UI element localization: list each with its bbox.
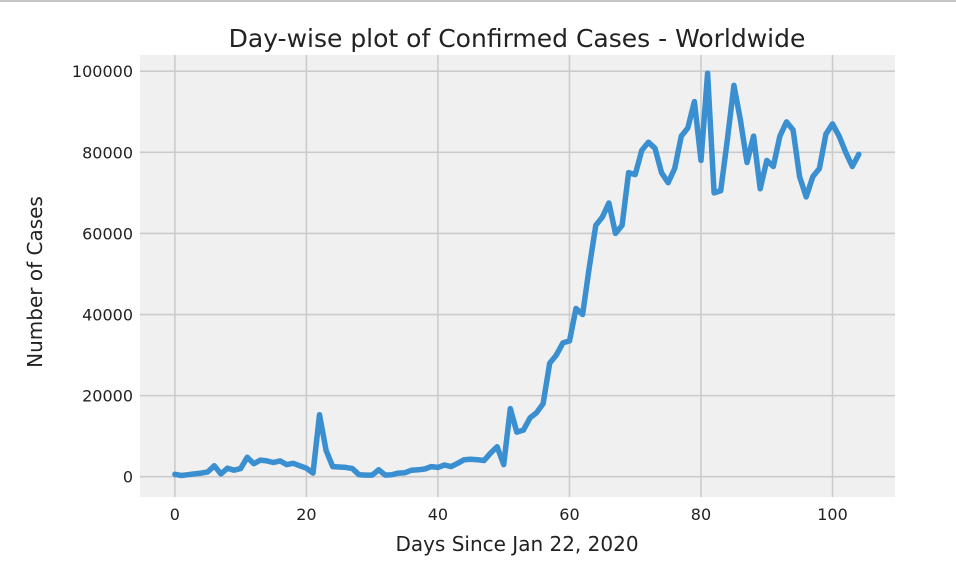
top-divider: [0, 0, 956, 2]
y-tick-label: 60000: [82, 224, 133, 243]
x-tick-label: 60: [559, 505, 579, 524]
plot-area: [140, 55, 895, 497]
grid-lines: [140, 55, 895, 497]
y-tick-label: 20000: [82, 387, 133, 406]
tick-labels: 0 20 40 60 80 100 0 20000 40000 60000 80000 100000: [72, 62, 848, 524]
x-axis-label: Days Since Jan 22, 2020: [395, 532, 638, 556]
y-axis-label: Number of Cases: [23, 196, 47, 368]
y-tick-label: 40000: [82, 306, 133, 325]
y-tick-label: 0: [123, 468, 133, 487]
chart-title: Day-wise plot of Confirmed Cases - World…: [229, 24, 806, 53]
x-tick-label: 80: [691, 505, 711, 524]
x-tick-label: 20: [296, 505, 316, 524]
x-tick-label: 100: [817, 505, 848, 524]
y-tick-label: 80000: [82, 143, 133, 162]
x-tick-label: 40: [428, 505, 448, 524]
x-tick-label: 0: [170, 505, 180, 524]
y-tick-label: 100000: [72, 62, 133, 81]
series-layer: [172, 70, 862, 479]
confirmed-cases-line: [172, 70, 862, 479]
